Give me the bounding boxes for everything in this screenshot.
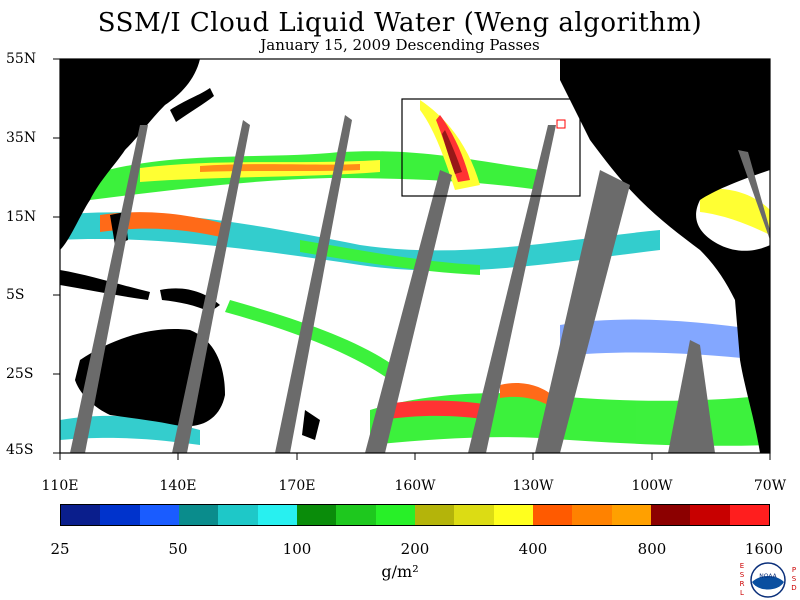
colorbar-segment xyxy=(218,505,258,525)
logo-left-letter: E xyxy=(740,562,744,570)
no-data-swaths xyxy=(70,115,770,453)
colorbar-segment xyxy=(729,505,769,525)
lon-label-70w: 70W xyxy=(753,478,787,494)
colorbar-segment xyxy=(414,505,455,525)
lon-label-170e: 170E xyxy=(278,478,316,494)
lat-label-25s: 25S xyxy=(6,366,34,382)
colorbar xyxy=(60,504,770,526)
colorbar-label-200: 200 xyxy=(400,540,430,558)
small-marker-box xyxy=(556,119,566,129)
colorbar-segment xyxy=(375,505,415,525)
lon-label-140e: 140E xyxy=(159,478,197,494)
lon-label-130w: 130W xyxy=(512,478,554,494)
logo-left-letter: S xyxy=(740,571,745,579)
colorbar-segment xyxy=(139,505,179,525)
lon-label-160w: 160W xyxy=(394,478,436,494)
colorbar-label-1600: 1600 xyxy=(744,540,784,558)
land-new-zealand xyxy=(302,410,320,440)
colorbar-segment xyxy=(296,505,337,525)
colorbar-label-25: 25 xyxy=(50,540,70,558)
page-subtitle: January 15, 2009 Descending Passes xyxy=(260,36,540,54)
colorbar-segment xyxy=(493,505,533,525)
land-north-america xyxy=(560,59,770,453)
cloud-band-spcz xyxy=(225,300,400,380)
page-title: SSM/I Cloud Liquid Water (Weng algorithm… xyxy=(97,8,703,38)
logo-left-letter: L xyxy=(740,589,744,597)
swath-gap-6 xyxy=(535,170,630,453)
swath-gap-2 xyxy=(172,120,250,453)
colorbar-segment xyxy=(100,505,140,525)
noaa-emblem-text: NOAA xyxy=(759,573,777,580)
colorbar-label-100: 100 xyxy=(282,540,312,558)
highlight-box xyxy=(401,98,581,197)
lon-label-100w: 100W xyxy=(631,478,673,494)
swath-gap-8 xyxy=(738,150,770,240)
lat-label-15n: 15N xyxy=(6,209,37,225)
colorbar-segment xyxy=(690,505,730,525)
land-japan xyxy=(170,88,214,122)
colorbar-segment xyxy=(572,505,612,525)
colorbar-segment xyxy=(178,505,219,525)
colorbar-units: g/m² xyxy=(381,562,419,581)
land-asia xyxy=(60,59,200,250)
lat-label-5s: 5S xyxy=(6,287,25,303)
swath-gap-1 xyxy=(70,125,148,453)
lat-label-55n: 55N xyxy=(6,51,37,67)
lat-label-45s: 45S xyxy=(6,442,34,458)
logo-right-letter: P xyxy=(792,566,796,574)
axis-ticks xyxy=(53,58,771,460)
lon-label-110e: 110E xyxy=(41,478,79,494)
colorbar-segment xyxy=(257,505,297,525)
logo-right-letter: S xyxy=(792,575,797,583)
colorbar-segment xyxy=(650,505,691,525)
colorbar-segment xyxy=(532,505,573,525)
swath-gap-4 xyxy=(365,170,452,453)
swath-gap-3 xyxy=(275,115,352,453)
logo-left-letter: R xyxy=(740,580,745,588)
logo-right-letter: D xyxy=(791,584,796,592)
swath-gap-7 xyxy=(668,340,715,453)
land-indonesia xyxy=(60,270,150,300)
colorbar-label-800: 800 xyxy=(637,540,667,558)
lat-label-35n: 35N xyxy=(6,130,37,146)
colorbar-segment xyxy=(336,505,376,525)
swath-gap-5 xyxy=(468,125,556,453)
logo-right-letters: PSD xyxy=(791,566,796,592)
colorbar-label-400: 400 xyxy=(518,540,548,558)
colorbar-segment xyxy=(61,505,101,525)
colorbar-segment xyxy=(454,505,494,525)
colorbar-segment xyxy=(611,505,651,525)
colorbar-label-50: 50 xyxy=(168,540,188,558)
